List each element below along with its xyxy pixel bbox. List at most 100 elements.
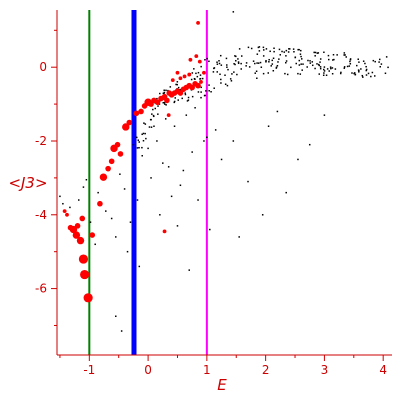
black-point [194,107,196,109]
black-point [85,178,88,181]
black-band-point [191,72,194,74]
red-point [72,231,81,239]
black-band-point [176,81,179,83]
black-band-point [339,72,342,75]
red-point [83,293,93,303]
black-band-point [262,46,265,49]
black-band-point [284,72,286,75]
axes [51,10,392,361]
black-band-point [169,86,172,88]
black-point [182,169,185,172]
black-band-point [323,72,325,74]
black-band-point [365,65,367,68]
black-band-point [143,122,145,124]
black-band-point [311,64,314,67]
black-band-point [235,55,237,58]
black-band-point [250,47,253,50]
black-band-point [220,82,222,84]
black-band-point [365,68,368,71]
black-band-point [208,90,210,92]
x-tick-label: -1 [83,363,95,377]
black-band-point [136,136,138,139]
black-band-point [224,83,227,86]
black-band-point [240,55,243,57]
y-tick-label: -2 [35,134,47,148]
black-band-point [262,72,265,75]
black-band-point [301,69,303,71]
y-tick-label: -4 [35,208,47,222]
black-band-point [156,97,158,100]
black-point [188,269,190,271]
black-band-point [235,59,237,62]
black-band-point [319,67,322,70]
black-band-point [218,62,221,65]
red-point [126,119,133,126]
black-band-point [269,50,271,53]
black-point [144,132,146,135]
black-band-point [200,96,202,99]
black-point [167,166,170,168]
black-band-point [268,61,270,63]
black-band-point [273,50,275,53]
black-band-point [365,69,368,72]
black-band-point [186,100,189,102]
x-tick-label: 0 [144,363,152,377]
black-point [247,180,249,183]
black-band-point [319,58,322,60]
black-band-point [346,65,349,68]
black-band-point [333,58,335,61]
black-band-point [148,126,151,128]
red-point [162,229,167,234]
black-point [97,191,99,194]
black-band-point [270,65,272,67]
black-band-point [360,68,362,70]
black-point [138,265,141,268]
black-band-point [345,56,347,58]
black-band-point [237,62,240,65]
black-band-point [219,54,222,57]
black-band-point [256,53,259,55]
black-band-point [378,61,380,63]
red-point [67,224,74,231]
black-point [256,77,258,80]
black-band-point [254,72,256,74]
black-band-point [317,52,320,54]
x-tick-label: 1 [203,363,211,377]
black-band-point [380,63,383,65]
black-band-point [216,63,219,65]
tick-labels: -1 0 1 2 3 4 0 -2 -4 -6 [35,60,387,377]
black-band-point [272,57,275,60]
black-band-point [231,73,233,75]
black-band-point [379,66,381,68]
black-band-point [138,141,140,143]
x-axis-label: E [217,376,227,394]
black-band-point [343,66,346,68]
red-point [99,173,108,181]
black-band-point [318,64,321,67]
black-band-point [206,57,208,60]
x-tick-label: 2 [262,363,270,377]
black-band-point [299,73,302,75]
black-band-point [226,66,228,68]
black-band-point [233,63,235,65]
black-band-point [356,64,358,67]
black-band-point [298,64,301,66]
black-band-point [364,62,366,65]
black-band-point [323,68,325,71]
black-band-point [300,58,303,60]
red-point [194,54,199,59]
red-point [79,215,86,222]
black-band-point [175,83,177,86]
black-band-point [136,147,139,149]
black-band-point [371,71,374,74]
black-band-point [230,80,233,82]
black-point [69,206,71,209]
black-point [308,143,311,146]
black-band-point [314,51,317,54]
black-point [285,191,287,194]
black-band-point [254,62,256,65]
red-scatter-series [62,21,206,303]
black-band-point [351,72,353,74]
black-point [220,158,223,161]
black-band-point [299,53,302,55]
